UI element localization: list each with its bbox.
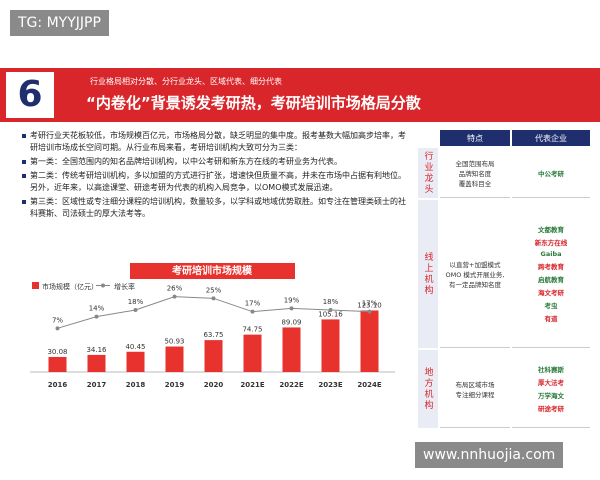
x-tick-label: 2020 (204, 381, 224, 389)
line-point (367, 309, 372, 314)
table-header: 特点 (440, 130, 510, 146)
paragraph: 考研行业天花板较低，市场规模百亿元，市场格局分散，缺乏明显的集中度。报考基数大幅… (22, 130, 410, 154)
bar (126, 351, 145, 372)
company: 厚大法考 (538, 379, 564, 387)
bar-label: 123.10 (357, 301, 382, 309)
header-subtitle: 行业格局相对分散、分行业龙头、区域代表、细分代表 (90, 77, 282, 86)
line-point (211, 296, 216, 301)
line-label: 18% (128, 298, 144, 306)
row-companies: 社科赛斯厚大法考万学海文研途考研 (512, 350, 590, 428)
line-label: 19% (284, 296, 300, 304)
line-point (328, 308, 333, 312)
legend-label: 增长率 (114, 282, 135, 291)
company: 海文考研 (538, 289, 564, 297)
bar-label: 105.16 (318, 310, 343, 318)
row-feature: 布局区域市场 专注细分课程 (440, 350, 510, 428)
line-point (289, 306, 294, 311)
bar-label: 50.93 (164, 338, 184, 346)
watermark: www.nnhuojia.com (415, 442, 564, 468)
line-label: 17% (362, 300, 378, 308)
line-point (55, 326, 60, 331)
x-tick-label: 2023E (318, 381, 342, 389)
row-type: 地方机构 (418, 350, 438, 428)
row-feature: 以直营+加盟模式 OMO 模式开展业务, 有一定品牌知名度 (440, 200, 510, 348)
section-number: 6 (6, 72, 54, 118)
table-header: 代表企业 (512, 130, 590, 146)
bar-label: 40.45 (125, 343, 145, 351)
chart-title-bg (130, 263, 295, 279)
bar (204, 340, 223, 372)
header-band (0, 68, 600, 122)
company: 有道 (544, 315, 558, 323)
header-title: “内卷化”背景诱发考研热，考研培训市场格局分散 (86, 94, 421, 112)
bar (48, 356, 67, 372)
line-point (133, 308, 138, 312)
company: 文都教育 (538, 226, 564, 234)
chart-title: 考研培训市场规模 (172, 264, 253, 277)
line-label: 7% (52, 316, 63, 324)
row-type: 线上机构 (418, 200, 438, 348)
bar-label: 63.75 (203, 331, 223, 339)
x-tick-label: 2024E (357, 381, 381, 389)
bar (87, 354, 106, 372)
table: 特点 代表企业行业龙头 全国范围布局 品牌知名度 覆盖科目全 中公考研线上机构 以直营+… (418, 130, 590, 428)
line-label: 25% (206, 286, 222, 294)
bar (165, 346, 184, 372)
company: 万学海文 (538, 392, 564, 400)
watermark: TG: MYYJJPP (10, 10, 109, 36)
company: 考虫 (544, 302, 558, 310)
legend-label: 市场规模（亿元） (42, 282, 98, 291)
line-point (94, 314, 99, 319)
paragraph: 第二类：传统考研培训机构，多以加盟的方式进行扩张，增速快但质量不高，并未在市场中… (22, 170, 410, 194)
x-tick-label: 2019 (165, 381, 185, 389)
paragraph: 第一类：全国范围内的知名品牌培训机构，以中公考研和新东方在线的考研业务为代表。 (22, 156, 410, 168)
line-label: 26% (167, 285, 183, 293)
company: 中公考研 (538, 169, 564, 178)
bar-label: 89.09 (281, 318, 301, 326)
line-label: 18% (323, 298, 339, 306)
row-type: 行业龙头 (418, 148, 438, 198)
bar-label: 74.75 (242, 326, 262, 334)
legend-swatch (32, 282, 39, 289)
x-tick-label: 2021E (240, 381, 264, 389)
company: 启航教育 (538, 276, 564, 284)
bar (360, 310, 379, 372)
x-tick-label: 2022E (279, 381, 303, 389)
company: 新东方在线 (534, 239, 568, 247)
company: 研途考研 (538, 405, 564, 413)
text-block: 考研行业天花板较低，市场规模百亿元，市场格局分散，缺乏明显的集中度。报考基数大幅… (22, 130, 410, 222)
company: 跨考教育 (538, 263, 564, 271)
bar (243, 334, 262, 372)
bar-label: 34.16 (86, 346, 107, 354)
company: 社科赛斯 (538, 366, 564, 374)
x-tick-label: 2017 (87, 381, 107, 389)
line-label: 14% (89, 305, 105, 313)
row-companies: 文都教育新东方在线 Gaiba 跨考教育启航教育海文考研考虫有道 (512, 200, 590, 348)
paragraph: 第三类：区域性或专注细分课程的培训机构，数量较多，以学科或地域优势取胜。如专注在… (22, 196, 410, 220)
x-tick-label: 2018 (126, 381, 146, 389)
company: Gaiba (540, 250, 562, 258)
line-point (172, 294, 177, 299)
x-tick-label: 2016 (48, 381, 68, 389)
bar-label: 30.08 (47, 348, 67, 356)
row-companies: 中公考研 (512, 148, 590, 198)
row-feature: 全国范围布局 品牌知名度 覆盖科目全 (440, 148, 510, 198)
line-label: 17% (245, 300, 261, 308)
line-point (250, 309, 255, 314)
bar (321, 319, 340, 372)
bar (282, 327, 301, 372)
legend-swatch (101, 283, 105, 288)
